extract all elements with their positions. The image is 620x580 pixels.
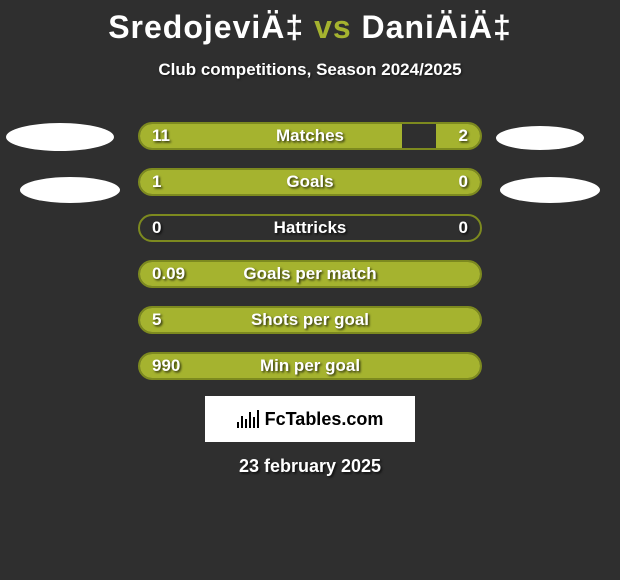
stat-fill-left	[140, 124, 402, 148]
stat-fill-left	[140, 170, 480, 194]
comparison-infographic: SredojeviÄ‡ vs DaniÄiÄ‡ Club competition…	[0, 0, 620, 477]
page-title: SredojeviÄ‡ vs DaniÄiÄ‡	[0, 8, 620, 46]
decorative-ellipse	[20, 177, 120, 203]
decorative-ellipse	[496, 126, 584, 150]
stat-value-left: 0	[152, 216, 161, 240]
date-text: 23 february 2025	[0, 456, 620, 477]
stat-bar-track: Goals10	[138, 168, 482, 196]
stat-fill-left	[140, 354, 480, 378]
stat-fill-left	[140, 262, 480, 286]
stat-bar-track: Goals per match0.09	[138, 260, 482, 288]
stat-bar-track: Min per goal990	[138, 352, 482, 380]
stat-row: Hattricks0 0	[0, 214, 620, 242]
stat-rows: Matches112 Goals10 Hattricks0 0 Goals per ma…	[0, 122, 620, 380]
title-player1: SredojeviÄ‡	[108, 9, 304, 45]
decorative-ellipse	[500, 177, 600, 203]
stat-fill-left	[140, 308, 480, 332]
stat-label: Hattricks	[140, 216, 480, 240]
brand-text: FcTables.com	[265, 409, 384, 430]
decorative-ellipse	[6, 123, 114, 151]
brand-logo-box: FcTables.com	[205, 396, 415, 442]
stat-value-right: 0	[459, 216, 468, 240]
stat-bar-track: Shots per goal5	[138, 306, 482, 334]
stat-bar-track: Hattricks0 0	[138, 214, 482, 242]
stat-fill-right	[436, 124, 480, 148]
stat-row: Min per goal990	[0, 352, 620, 380]
stat-row: Shots per goal5	[0, 306, 620, 334]
title-player2: DaniÄiÄ‡	[362, 9, 512, 45]
stat-bar-track: Matches112	[138, 122, 482, 150]
bar-chart-icon	[237, 410, 259, 428]
stat-row: Goals per match0.09	[0, 260, 620, 288]
title-vs: vs	[314, 9, 352, 45]
subtitle: Club competitions, Season 2024/2025	[0, 60, 620, 80]
